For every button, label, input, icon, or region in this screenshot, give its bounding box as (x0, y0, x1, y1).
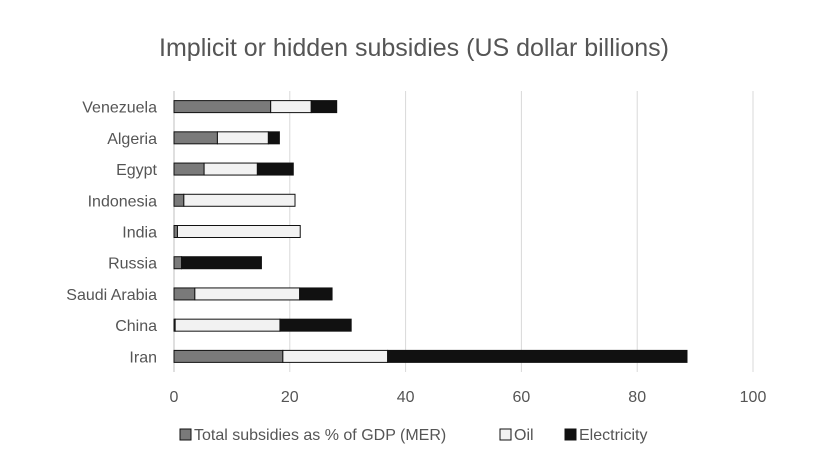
bar-total-subsidies-as-of-gdp-mer-egypt (173, 162, 205, 176)
category-label: Venezuela (82, 100, 157, 117)
legend-label: Electricity (579, 427, 647, 444)
x-tick-label: 40 (397, 389, 415, 406)
legend-label: Total subsidies as % of GDP (MER) (194, 427, 446, 444)
x-tick-label: 80 (628, 389, 646, 406)
bar-oil-saudi-arabia (194, 287, 301, 301)
category-label: Algeria (107, 131, 157, 148)
legend-swatch (179, 428, 192, 441)
bar-electricity-china (279, 318, 352, 332)
bars (173, 100, 688, 363)
x-tick-label: 20 (281, 389, 299, 406)
category-label: Iran (129, 349, 157, 366)
bar-total-subsidies-as-of-gdp-mer-venezuela (173, 100, 272, 114)
bar-total-subsidies-as-of-gdp-mer-russia (173, 256, 183, 270)
bar-total-subsidies-as-of-gdp-mer-saudi-arabia (173, 287, 196, 301)
category-label: Russia (108, 256, 157, 273)
legend-swatch (499, 428, 512, 441)
bar-electricity-venezuela (310, 100, 338, 114)
bar-total-subsidies-as-of-gdp-mer-indonesia (173, 193, 185, 207)
legend-label: Oil (514, 427, 534, 444)
bar-oil-iran (282, 349, 389, 363)
bar-total-subsidies-as-of-gdp-mer-iran (173, 349, 284, 363)
bar-oil-algeria (216, 131, 269, 145)
bar-electricity-russia (181, 256, 262, 270)
x-tick-label: 100 (740, 389, 767, 406)
bar-oil-india (176, 225, 301, 238)
bar-total-subsidies-as-of-gdp-mer-algeria (173, 131, 218, 145)
chart-title: Implicit or hidden subsidies (US dollar … (159, 34, 669, 62)
category-label: Indonesia (88, 193, 157, 210)
bar-oil-venezuela (270, 100, 312, 114)
bar-electricity-egypt (256, 162, 294, 176)
x-tick-label: 0 (170, 389, 179, 406)
category-label: Egypt (116, 162, 157, 179)
bar-oil-egypt (203, 162, 258, 176)
x-tick-label: 60 (513, 389, 531, 406)
legend: Total subsidies as % of GDP (MER) Oil Elec… (179, 427, 647, 444)
legend-swatch (564, 428, 577, 441)
category-label: Saudi Arabia (66, 287, 157, 304)
bar-oil-indonesia (183, 193, 296, 207)
bar-electricity-saudi-arabia (299, 287, 333, 301)
category-label: China (115, 318, 157, 335)
category-labels: Venezuela Algeria Egypt Indonesia India Russi… (66, 100, 157, 367)
bar-oil-china (174, 318, 281, 332)
x-tick-labels: 0 20 40 60 80 100 (170, 389, 767, 406)
category-label: India (122, 225, 157, 242)
bar-total-subsidies-as-of-gdp-mer-india (173, 225, 178, 238)
bar-electricity-iran (387, 349, 688, 363)
bar-electricity-algeria (267, 131, 280, 145)
